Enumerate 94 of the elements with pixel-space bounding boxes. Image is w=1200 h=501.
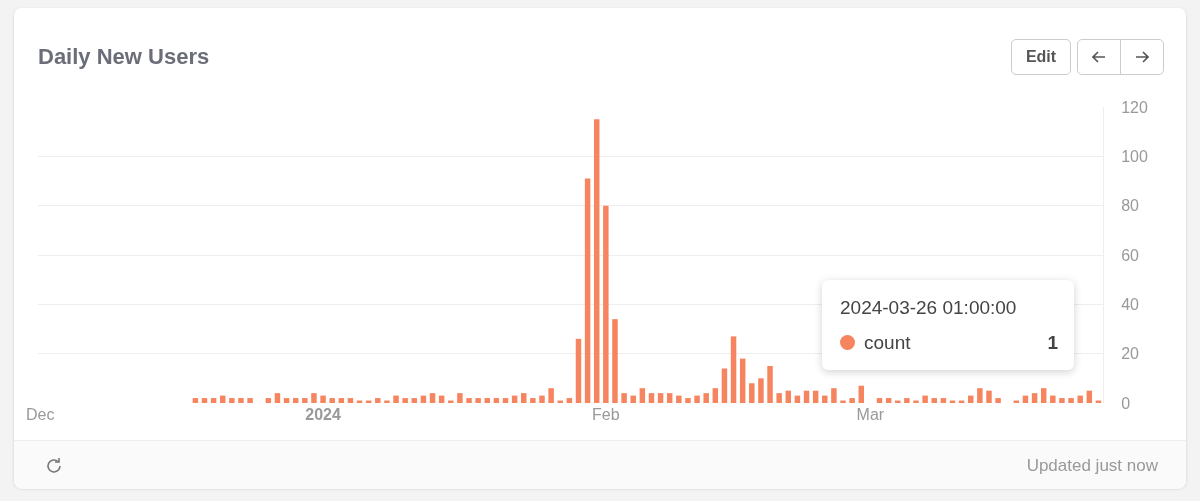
bar	[1031, 393, 1038, 403]
bar	[320, 395, 326, 403]
bar	[302, 398, 308, 403]
bar	[229, 398, 235, 403]
bar	[685, 398, 691, 403]
bar	[347, 398, 354, 403]
annotation: 2024-03-26 01:00:00	[840, 297, 1017, 319]
bar	[721, 368, 728, 403]
x-tick-label: 2024	[305, 406, 341, 423]
bar	[466, 398, 472, 403]
bar	[311, 393, 317, 403]
bar	[712, 388, 719, 403]
bar	[940, 398, 947, 403]
bar	[767, 366, 773, 403]
bar	[539, 395, 545, 403]
bar	[411, 398, 418, 403]
bar	[977, 388, 983, 403]
y-tick-label: 20	[1121, 345, 1140, 363]
bar	[530, 398, 536, 403]
bar	[475, 398, 481, 403]
bar	[931, 398, 937, 403]
bar	[612, 319, 618, 403]
bar	[657, 393, 664, 403]
y-tick-label: 60	[1121, 246, 1140, 264]
bar	[876, 398, 883, 403]
bar	[812, 390, 819, 403]
bar	[201, 398, 208, 403]
bar	[329, 398, 335, 403]
bar	[548, 388, 554, 403]
bar	[493, 398, 500, 403]
bar	[238, 398, 244, 403]
bar	[703, 393, 709, 403]
bar	[803, 390, 810, 403]
bar	[885, 398, 892, 403]
bar	[292, 398, 299, 403]
bar	[274, 393, 281, 403]
bar	[393, 395, 399, 403]
bar	[502, 398, 509, 403]
bar	[922, 395, 928, 403]
bar	[858, 385, 864, 403]
bar	[986, 390, 992, 403]
chart-title: Daily New Users	[38, 44, 210, 70]
y-tick-label: 0	[1121, 394, 1131, 412]
bar	[776, 393, 782, 403]
text: Updated just now	[1026, 456, 1158, 476]
bar	[849, 398, 855, 403]
bar	[265, 398, 272, 403]
bar	[1059, 398, 1065, 403]
bar	[521, 393, 527, 403]
bar	[1068, 398, 1074, 403]
bar	[1077, 395, 1083, 403]
y-tick-label: 120	[1121, 98, 1148, 116]
bar	[375, 398, 381, 403]
bar	[995, 398, 1001, 403]
bar	[566, 398, 573, 403]
text: Edit	[1011, 39, 1071, 75]
bar	[1040, 388, 1047, 403]
bar	[621, 393, 627, 403]
bar	[630, 395, 636, 403]
bar	[648, 393, 655, 403]
bar	[457, 393, 463, 403]
bar	[730, 336, 737, 403]
bar	[822, 395, 828, 403]
bar	[831, 388, 837, 403]
annotation: 1	[1047, 332, 1058, 354]
bar	[338, 398, 345, 403]
x-tick-label: Dec	[26, 406, 55, 423]
bar	[603, 205, 609, 403]
bar	[666, 393, 673, 403]
y-tick-label: 80	[1121, 197, 1140, 215]
bar	[676, 395, 682, 403]
bar	[593, 119, 600, 403]
bar	[283, 398, 290, 403]
y-tick-label: 40	[1121, 295, 1140, 313]
bar	[1086, 390, 1093, 403]
bar	[584, 178, 591, 403]
y-tick-label: 100	[1121, 147, 1148, 165]
legend-label: count	[864, 332, 911, 354]
x-tick-label: Mar	[856, 406, 885, 423]
bar	[429, 393, 436, 403]
bar	[192, 398, 199, 403]
bar	[739, 358, 746, 403]
bar	[484, 398, 490, 403]
bar	[575, 338, 582, 403]
bar	[402, 398, 408, 403]
bar	[1050, 395, 1056, 403]
bar	[694, 395, 700, 403]
bar	[749, 383, 755, 403]
bar	[904, 398, 910, 403]
bar	[210, 398, 217, 403]
bar	[639, 388, 646, 403]
bar	[247, 398, 253, 403]
bar	[758, 378, 764, 403]
x-tick-label: Feb	[592, 406, 620, 423]
